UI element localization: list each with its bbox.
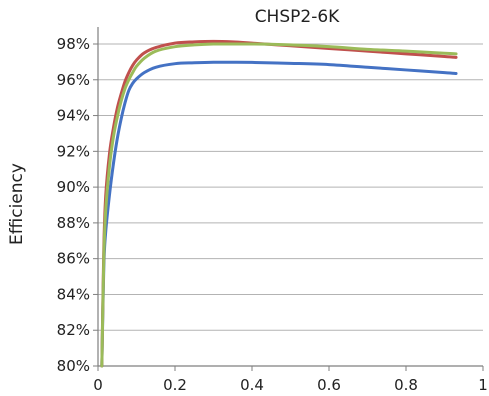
gridlines [98, 43, 483, 331]
y-tick-label: 86% [57, 250, 90, 268]
chart-title: CHSP2-6K [255, 7, 340, 27]
y-tick-labels: 80% 82% 84% 86% 88% 90% 92% 94% 96% 98% [57, 35, 90, 375]
series-lines [100, 39, 458, 368]
y-tick-label: 98% [57, 35, 90, 53]
x-tick-label: 0 [93, 376, 103, 394]
y-tick-label: 90% [57, 178, 90, 196]
y-tick-label: 92% [57, 142, 90, 160]
series-line-3 [100, 42, 458, 368]
y-tick-label: 88% [57, 214, 90, 232]
y-tick-label: 80% [57, 357, 90, 375]
x-tick-label: 0.4 [240, 376, 264, 394]
axes [93, 27, 484, 371]
series-line-2 [100, 39, 458, 368]
series-line-1 [100, 60, 458, 368]
x-tick-labels: 0 0.2 0.4 0.6 0.8 1 [93, 376, 488, 394]
x-tick-label: 0.2 [163, 376, 187, 394]
x-tick-label: 1 [478, 376, 488, 394]
y-tick-label: 84% [57, 285, 90, 303]
y-tick-label: 94% [57, 107, 90, 125]
x-tick-label: 0.6 [317, 376, 341, 394]
y-tick-label: 96% [57, 71, 90, 89]
y-tick-label: 82% [57, 321, 90, 339]
y-axis-label: Efficiency [7, 163, 27, 245]
x-tick-label: 0.8 [394, 376, 418, 394]
